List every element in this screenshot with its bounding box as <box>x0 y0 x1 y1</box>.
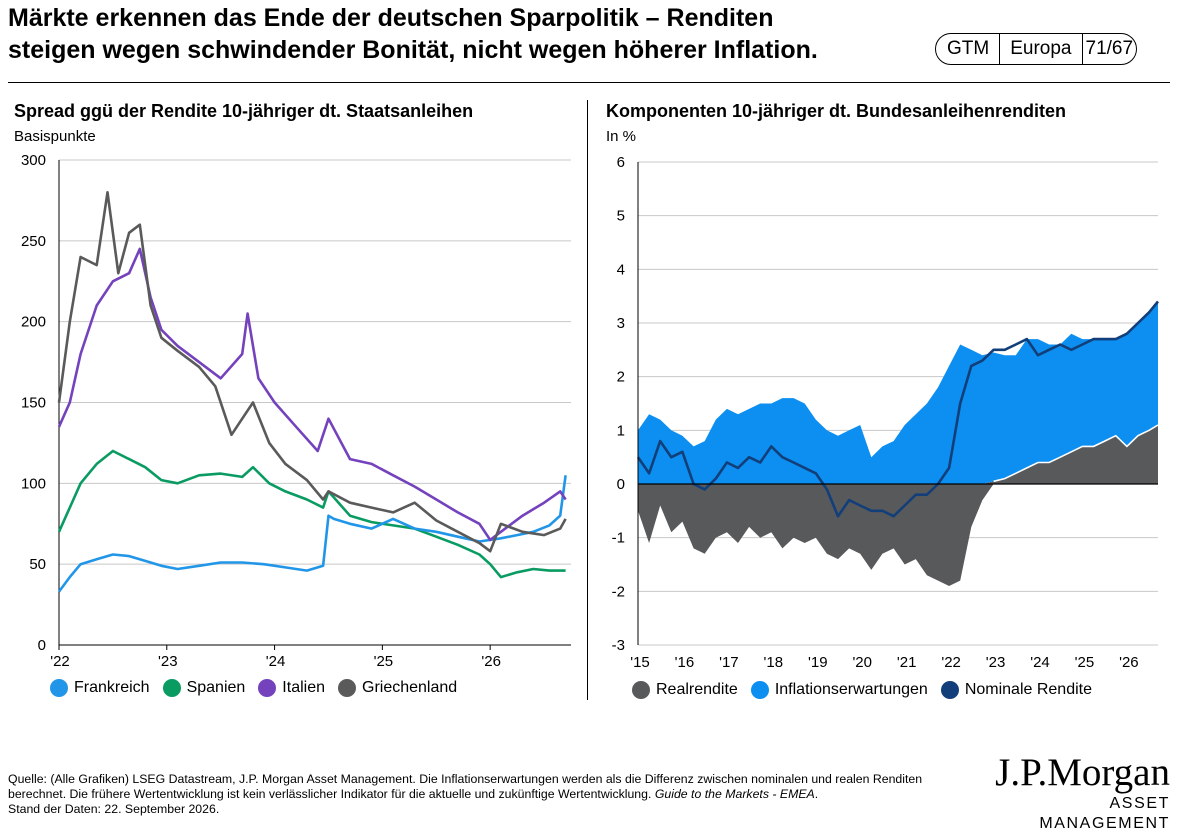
x-tick-label: '24 <box>266 653 286 670</box>
x-tick-label: '19 <box>808 654 828 671</box>
y-tick-label-1: 1 <box>617 422 625 439</box>
legend-dot-realrendite <box>632 681 650 699</box>
page-title-line-1: Märkte erkennen das Ende der deutschen S… <box>8 4 774 32</box>
legend-dot-frankreich <box>50 679 68 697</box>
x-tick-label: '15 <box>630 654 650 671</box>
legend-item-frankreich: Frankreich <box>50 679 150 697</box>
yield-components-chart: -3 -2 -1 0 1 2 3 4 5 6 '15 '16 '17 '18 '19 '20 '21 '22 '23… <box>612 154 1160 671</box>
x-tick-label: '16 <box>675 654 695 671</box>
tag-page: 71/67 <box>1081 34 1137 64</box>
x-tick-label: '25 <box>374 653 394 670</box>
panel-divider <box>587 100 588 700</box>
tag-group: GTM Europa 71/67 <box>935 33 1138 65</box>
left-chart-title: Spread ggü der Rendite 10-jähriger dt. S… <box>14 101 474 121</box>
y-tick-label--2: -2 <box>612 583 625 600</box>
legend-label-spanien: Spanien <box>186 679 246 696</box>
series-line-griechenland <box>57 191 567 553</box>
legend-item-nominal: Nominale Rendite <box>940 681 1092 699</box>
left-legend: Frankreich Spanien Italien Griechenland <box>50 679 470 697</box>
x-tick-label: '21 <box>897 654 917 671</box>
footer-source-text: Quelle: (Alle Grafiken) LSEG Datastream,… <box>8 772 923 801</box>
x-tick-label: '18 <box>764 654 784 671</box>
y-tick-label--3: -3 <box>612 637 625 654</box>
page-title-line-2: steigen wegen schwindender Bonität, nich… <box>8 36 818 64</box>
legend-dot-griechenland <box>338 679 356 697</box>
legend-label-realrendite: Realrendite <box>656 681 738 698</box>
legend-item-italien: Italien <box>258 679 325 697</box>
x-tick-label: '23 <box>158 653 178 670</box>
x-tick-label: '25 <box>1075 654 1095 671</box>
x-tick-label: '26 <box>481 653 501 670</box>
x-tick-label: '23 <box>986 654 1006 671</box>
y-tick-label-0: 0 <box>617 476 625 493</box>
series-line-spanien <box>57 449 566 579</box>
legend-dot-inflation <box>750 681 769 699</box>
legend-dot-spanien <box>162 679 181 697</box>
header-divider <box>8 82 1170 83</box>
legend-dot-nominal <box>940 681 959 699</box>
area-realrendite-negative <box>638 484 1158 586</box>
y-tick-label-250: 250 <box>21 233 46 250</box>
legend-label-nominal: Nominale Rendite <box>964 681 1092 698</box>
x-tick-label: '17 <box>719 654 739 671</box>
legend-label-italien: Italien <box>282 679 325 696</box>
y-tick-label-4: 4 <box>617 261 625 278</box>
y-tick-label-300: 300 <box>21 152 46 169</box>
x-tick-label: '26 <box>1119 654 1139 671</box>
left-chart-unit: Basispunkte <box>14 128 96 145</box>
footer-date: Stand der Daten: 22. September 2026. <box>8 802 220 816</box>
right-chart-title: Komponenten 10-jähriger dt. Bundesanleih… <box>606 101 1067 121</box>
x-tick-label: '24 <box>1030 654 1050 671</box>
legend-dot-italien <box>258 679 277 697</box>
legend-item-spanien: Spanien <box>162 679 246 697</box>
area-inflationserwartungen <box>638 301 1158 484</box>
spread-chart: 0 50 100 150 200 250 300 '22 '23 '24 '25 '26 <box>21 152 571 670</box>
legend-label-frankreich: Frankreich <box>74 679 150 696</box>
series-line-italien <box>57 247 567 542</box>
area-realrendite-positive <box>638 425 1158 484</box>
y-tick-label--1: -1 <box>612 530 625 547</box>
y-tick-label-50: 50 <box>29 556 46 573</box>
tag-gtm: GTM <box>947 38 990 59</box>
y-tick-label-6: 6 <box>617 154 625 171</box>
y-tick-label-5: 5 <box>617 208 625 225</box>
logo-wordmark: J.P.Morgan <box>995 751 1170 794</box>
y-tick-label-0: 0 <box>38 637 46 654</box>
tag-region: Europa <box>999 34 1081 64</box>
y-tick-label-200: 200 <box>21 314 46 331</box>
series-line-frankreich <box>57 475 567 593</box>
footer-source-end: . <box>814 787 819 801</box>
logo-subline: ASSET MANAGEMENT <box>1039 795 1170 832</box>
right-legend: Realrendite Inflationserwartungen Nomina… <box>632 681 1105 699</box>
legend-item-griechenland: Griechenland <box>338 679 457 697</box>
x-tick-label: '20 <box>852 654 872 671</box>
x-tick-label: '22 <box>941 654 961 671</box>
legend-label-inflation: Inflationserwartungen <box>774 681 928 698</box>
footer-source: Quelle: (Alle Grafiken) LSEG Datastream,… <box>8 772 958 817</box>
y-tick-label-150: 150 <box>21 395 46 412</box>
x-tick-label: '22 <box>50 653 70 670</box>
page-title: Märkte erkennen das Ende der deutschen S… <box>8 2 933 66</box>
footer-source-italic: Guide to the Markets - EMEA <box>654 787 815 801</box>
legend-label-griechenland: Griechenland <box>362 679 458 696</box>
legend-item-realrendite: Realrendite <box>632 681 738 699</box>
right-chart-unit: In % <box>606 128 637 145</box>
y-tick-label-2: 2 <box>617 369 625 386</box>
y-tick-label-100: 100 <box>21 475 46 492</box>
y-tick-label-3: 3 <box>617 315 625 332</box>
legend-item-inflation: Inflationserwartungen <box>750 681 928 699</box>
series-line-nominale-rendite <box>636 300 1160 518</box>
realrendite-boundary-line <box>993 424 1159 483</box>
